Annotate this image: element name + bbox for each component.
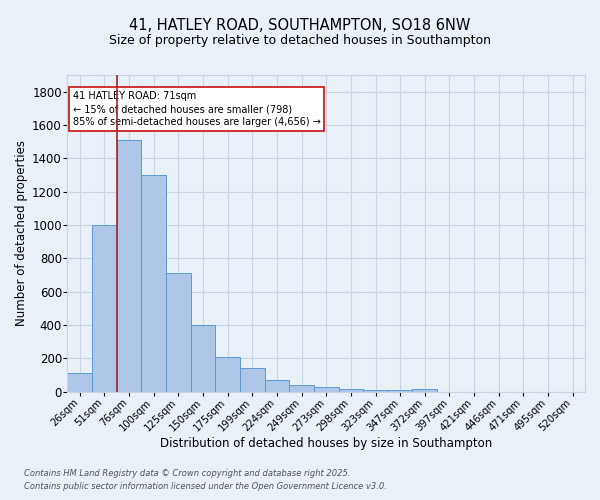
- Text: Size of property relative to detached houses in Southampton: Size of property relative to detached ho…: [109, 34, 491, 47]
- Text: 41 HATLEY ROAD: 71sqm
← 15% of detached houses are smaller (798)
85% of semi-det: 41 HATLEY ROAD: 71sqm ← 15% of detached …: [73, 91, 320, 127]
- Text: Contains public sector information licensed under the Open Government Licence v3: Contains public sector information licen…: [24, 482, 387, 491]
- Text: 41, HATLEY ROAD, SOUTHAMPTON, SO18 6NW: 41, HATLEY ROAD, SOUTHAMPTON, SO18 6NW: [130, 18, 470, 32]
- Bar: [412, 389, 437, 392]
- Bar: [265, 380, 289, 392]
- Bar: [240, 368, 265, 392]
- Y-axis label: Number of detached properties: Number of detached properties: [15, 140, 28, 326]
- Bar: [388, 390, 412, 392]
- Bar: [67, 374, 92, 392]
- Bar: [117, 140, 142, 392]
- Bar: [142, 175, 166, 392]
- Bar: [191, 325, 215, 392]
- Text: Contains HM Land Registry data © Crown copyright and database right 2025.: Contains HM Land Registry data © Crown c…: [24, 468, 350, 477]
- Bar: [338, 389, 363, 392]
- X-axis label: Distribution of detached houses by size in Southampton: Distribution of detached houses by size …: [160, 437, 493, 450]
- Bar: [215, 356, 240, 392]
- Bar: [289, 385, 314, 392]
- Bar: [92, 225, 117, 392]
- Bar: [166, 274, 191, 392]
- Bar: [363, 390, 388, 392]
- Bar: [314, 386, 338, 392]
